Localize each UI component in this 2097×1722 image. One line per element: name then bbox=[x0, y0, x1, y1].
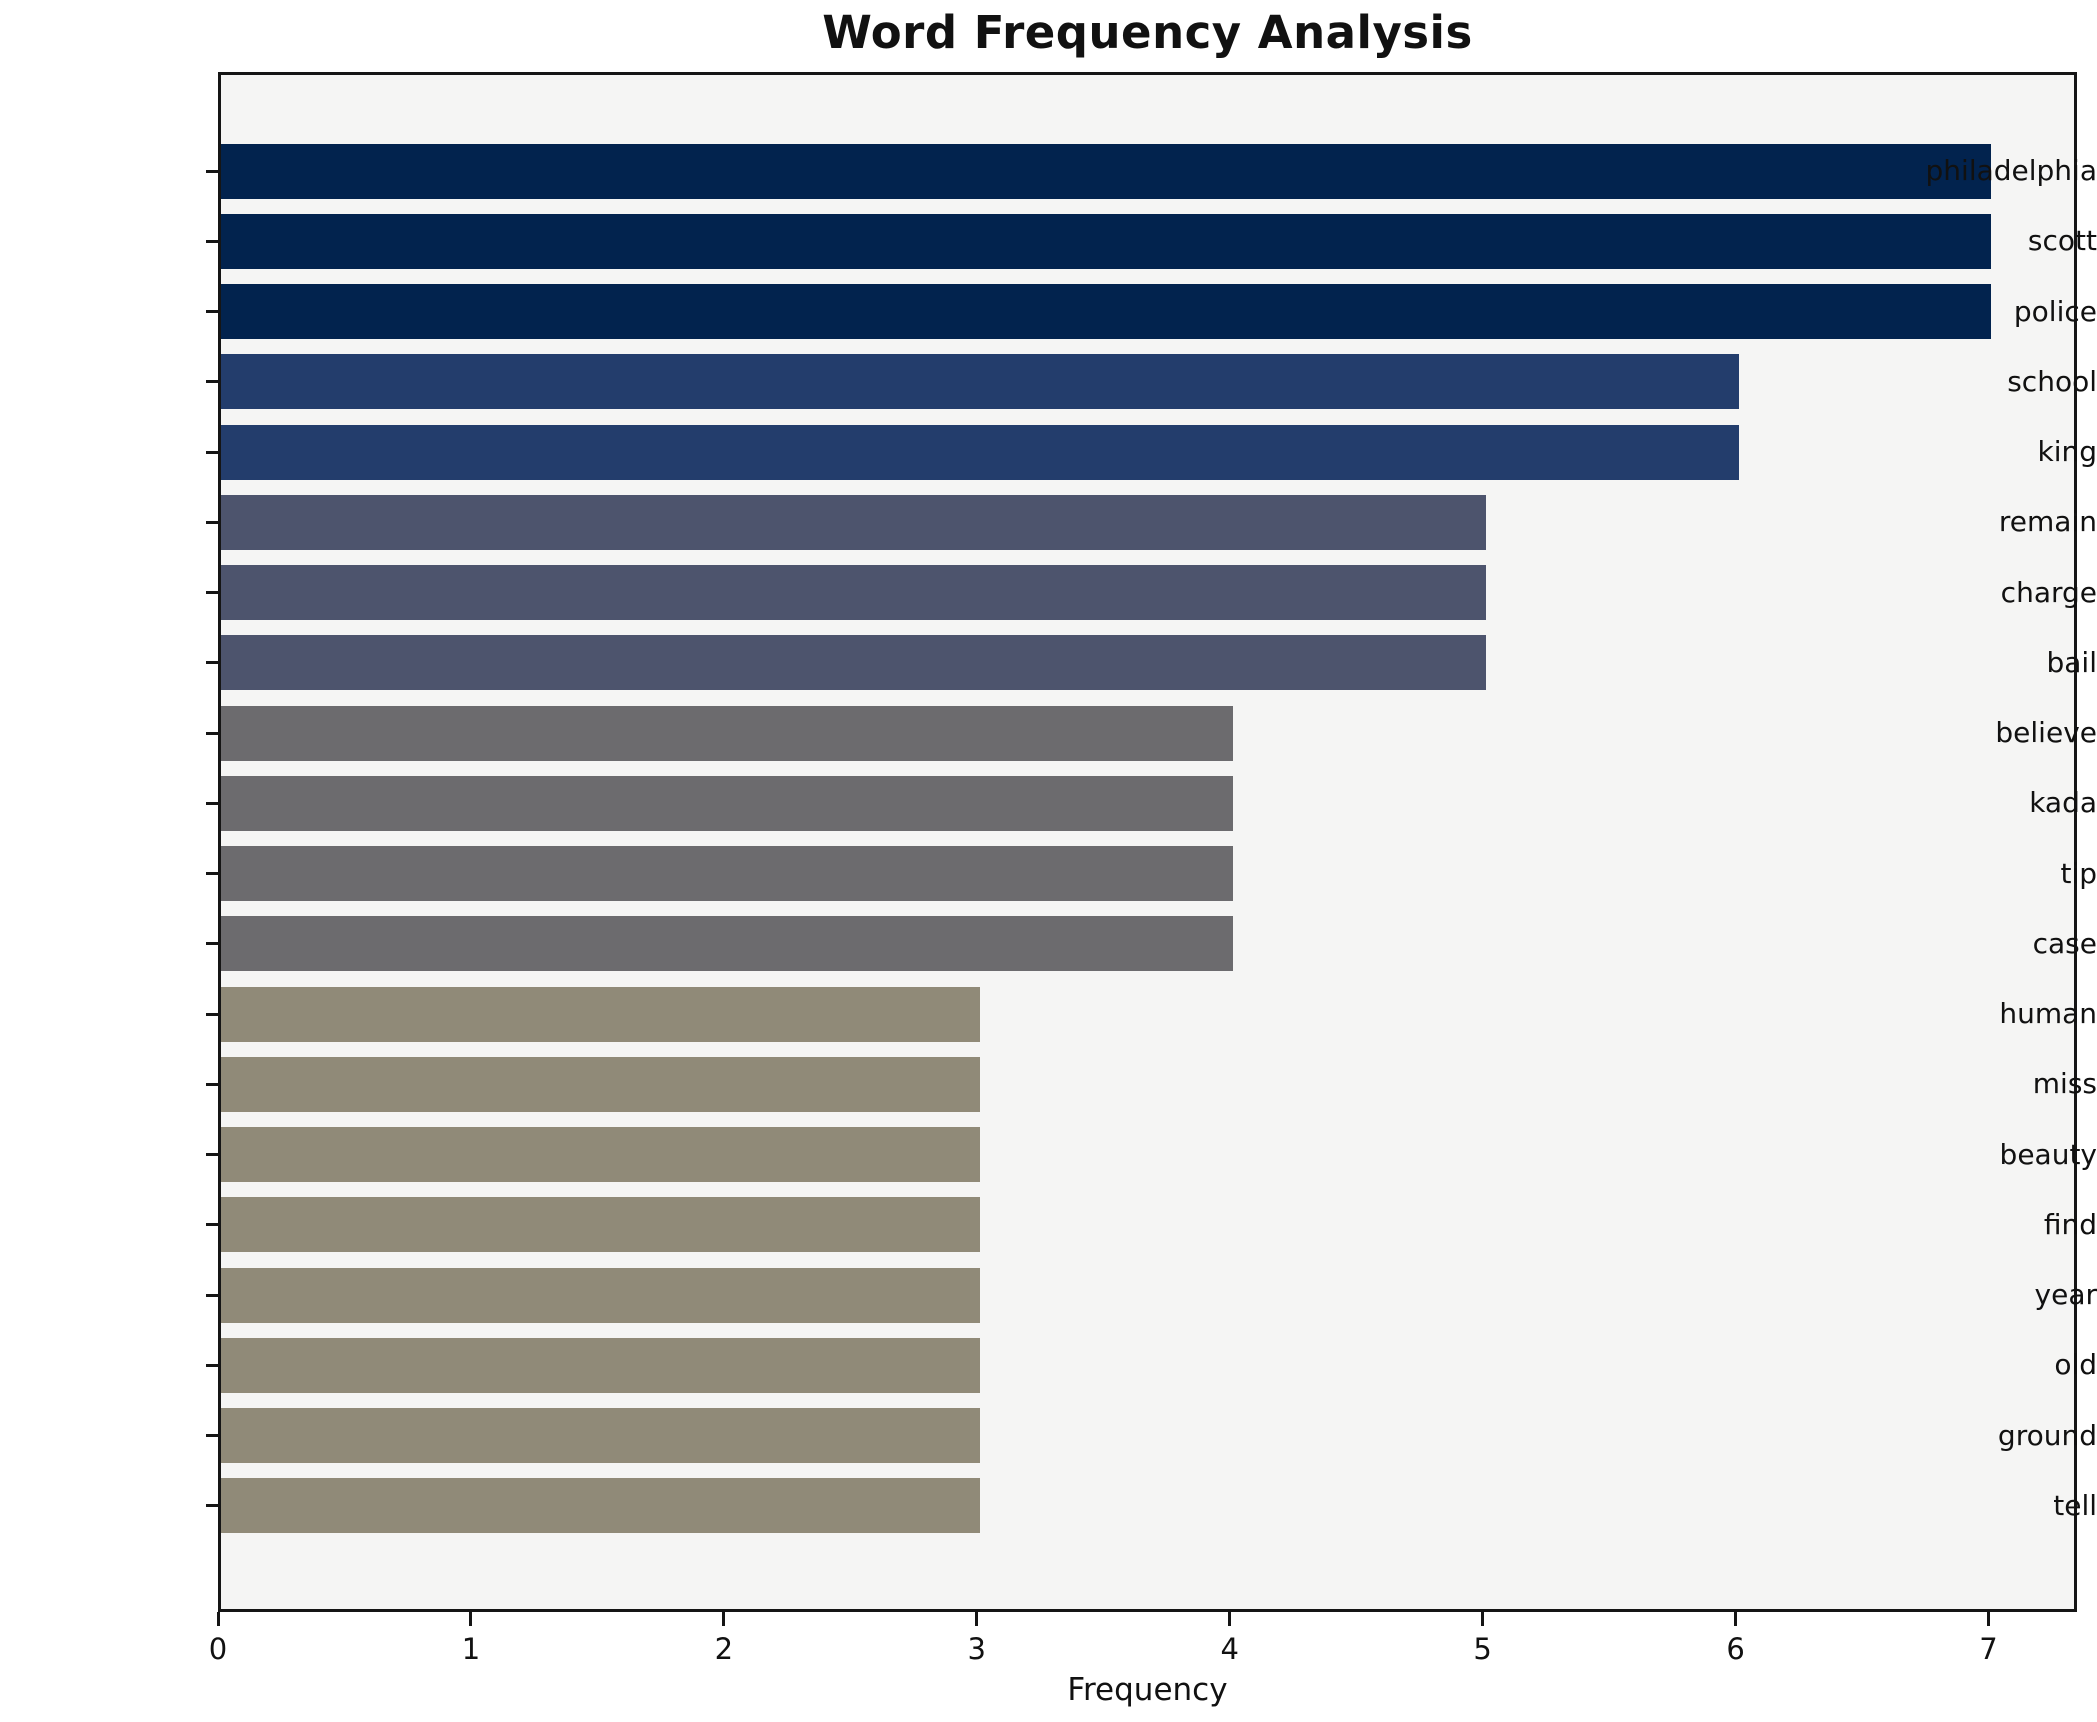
x-tick-label: 0 bbox=[208, 1632, 228, 1666]
bar-king bbox=[221, 424, 1739, 480]
bar-charge bbox=[221, 565, 1486, 621]
bar-kada bbox=[221, 775, 1233, 831]
x-tick-mark bbox=[216, 1612, 220, 1626]
y-tick-mark bbox=[206, 801, 218, 805]
x-tick-mark bbox=[469, 1612, 473, 1626]
bar-find bbox=[221, 1197, 980, 1253]
x-tick-mark bbox=[1734, 1612, 1738, 1626]
chart-title: Word Frequency Analysis bbox=[822, 6, 1473, 59]
y-tick-mark bbox=[206, 520, 218, 524]
y-tick-mark bbox=[206, 731, 218, 735]
y-tick-mark bbox=[206, 1434, 218, 1438]
bar-police bbox=[221, 284, 1992, 340]
plot-area bbox=[218, 72, 2077, 1612]
bar-ground bbox=[221, 1408, 980, 1464]
bar-old bbox=[221, 1337, 980, 1393]
x-tick-mark bbox=[1228, 1612, 1232, 1626]
y-tick-label: beauty bbox=[1999, 1137, 2097, 1171]
y-tick-label: tell bbox=[2053, 1488, 2097, 1522]
x-tick-label: 4 bbox=[1220, 1632, 1239, 1666]
y-tick-label: year bbox=[2034, 1278, 2097, 1312]
y-tick-mark bbox=[206, 1082, 218, 1086]
y-tick-mark bbox=[206, 1012, 218, 1016]
y-tick-label: believe bbox=[1995, 716, 2097, 750]
x-tick-label: 1 bbox=[461, 1632, 481, 1666]
y-tick-mark bbox=[206, 591, 218, 595]
y-tick-label: old bbox=[2054, 1348, 2097, 1382]
bar-year bbox=[221, 1267, 980, 1323]
bar-scott bbox=[221, 213, 1992, 269]
y-tick-label: school bbox=[2007, 364, 2097, 398]
x-tick-label: 2 bbox=[714, 1632, 734, 1666]
y-tick-label: find bbox=[2043, 1207, 2097, 1241]
y-tick-mark bbox=[206, 1223, 218, 1227]
y-tick-mark bbox=[206, 1293, 218, 1297]
y-tick-mark bbox=[206, 169, 218, 173]
y-tick-mark bbox=[206, 1363, 218, 1367]
y-tick-mark bbox=[206, 661, 218, 665]
y-tick-mark bbox=[206, 1504, 218, 1508]
y-tick-mark bbox=[206, 239, 218, 243]
x-tick-mark bbox=[975, 1612, 979, 1626]
bar-human bbox=[221, 986, 980, 1042]
y-tick-mark bbox=[206, 942, 218, 946]
y-tick-label: ground bbox=[1997, 1418, 2097, 1452]
y-tick-label: bail bbox=[2046, 645, 2097, 679]
y-tick-mark bbox=[206, 1153, 218, 1157]
y-tick-label: charge bbox=[2000, 575, 2097, 609]
y-tick-label: philadelphia bbox=[1925, 154, 2097, 187]
x-tick-label: 7 bbox=[1979, 1632, 1998, 1666]
y-tick-mark bbox=[206, 450, 218, 454]
bar-school bbox=[221, 354, 1739, 410]
bar-bail bbox=[221, 635, 1486, 691]
y-tick-label: miss bbox=[2032, 1067, 2097, 1101]
x-tick-mark bbox=[1986, 1612, 1990, 1626]
y-tick-label: king bbox=[2037, 435, 2097, 469]
bar-remain bbox=[221, 494, 1486, 550]
bar-miss bbox=[221, 1056, 980, 1112]
bar-believe bbox=[221, 705, 1233, 761]
y-tick-label: human bbox=[1999, 997, 2097, 1031]
x-tick-label: 6 bbox=[1726, 1632, 1745, 1666]
y-tick-label: tip bbox=[2060, 856, 2097, 890]
y-tick-mark bbox=[206, 310, 218, 314]
y-tick-label: kada bbox=[2029, 786, 2097, 820]
y-tick-label: case bbox=[2032, 926, 2097, 960]
y-tick-mark bbox=[206, 380, 218, 384]
bar-case bbox=[221, 916, 1233, 972]
bar-tell bbox=[221, 1478, 980, 1534]
x-tick-label: 5 bbox=[1473, 1632, 1492, 1666]
y-tick-label: remain bbox=[1998, 505, 2097, 539]
bar-philadelphia bbox=[221, 143, 1992, 199]
bar-tip bbox=[221, 846, 1233, 902]
x-tick-mark bbox=[722, 1612, 726, 1626]
x-axis-label: Frequency bbox=[1067, 1672, 1228, 1708]
x-tick-mark bbox=[1481, 1612, 1485, 1626]
x-tick-label: 3 bbox=[967, 1632, 986, 1666]
y-tick-label: scott bbox=[2027, 224, 2097, 258]
y-tick-label: police bbox=[2013, 294, 2097, 328]
y-tick-mark bbox=[206, 872, 218, 876]
bar-beauty bbox=[221, 1127, 980, 1183]
